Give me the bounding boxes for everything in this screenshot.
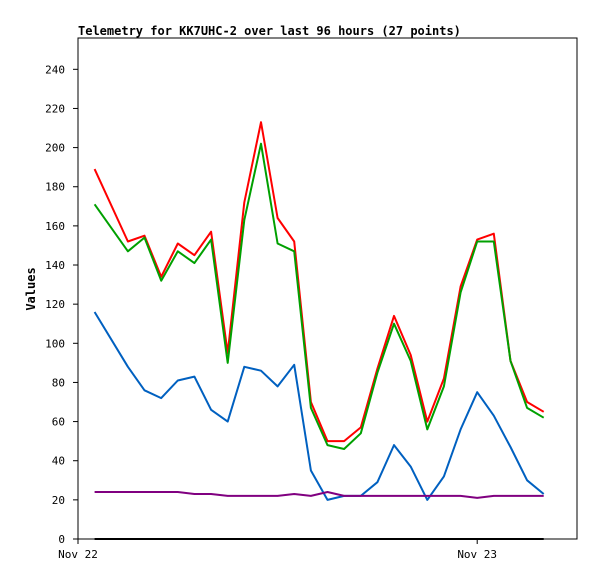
y-tick-label: 80 <box>52 376 65 389</box>
series-line-3 <box>93 311 545 501</box>
y-axis-ticks: 0 20 40 60 80 100 120 140 160 180 200 220 240 <box>45 63 78 546</box>
series-line-2 <box>93 142 545 450</box>
x-tick-label: Nov 23 <box>457 548 497 561</box>
plot-frame <box>77 37 578 540</box>
series-group <box>93 121 545 540</box>
y-tick-label: 140 <box>45 259 65 272</box>
y-tick-label: 120 <box>45 298 65 311</box>
chart-title: Telemetry for KK7UHC-2 over last 96 hour… <box>78 24 461 38</box>
y-tick-label: 100 <box>45 337 65 350</box>
y-tick-label: 60 <box>52 416 65 429</box>
y-tick-label: 160 <box>45 220 65 233</box>
series-line-4 <box>94 491 544 499</box>
y-axis-label: Values <box>24 267 38 310</box>
y-tick-label: 200 <box>45 142 65 155</box>
y-tick-label: 20 <box>52 494 65 507</box>
y-tick-label: 240 <box>45 63 65 76</box>
y-tick-label: 0 <box>58 533 65 546</box>
x-axis-ticks: Nov 22 Nov 23 <box>58 539 497 561</box>
x-tick-label: Nov 22 <box>58 548 98 561</box>
y-tick-label: 40 <box>52 455 65 468</box>
y-tick-label: 180 <box>45 181 65 194</box>
series-line-1 <box>93 121 545 443</box>
y-tick-label: 220 <box>45 102 65 115</box>
